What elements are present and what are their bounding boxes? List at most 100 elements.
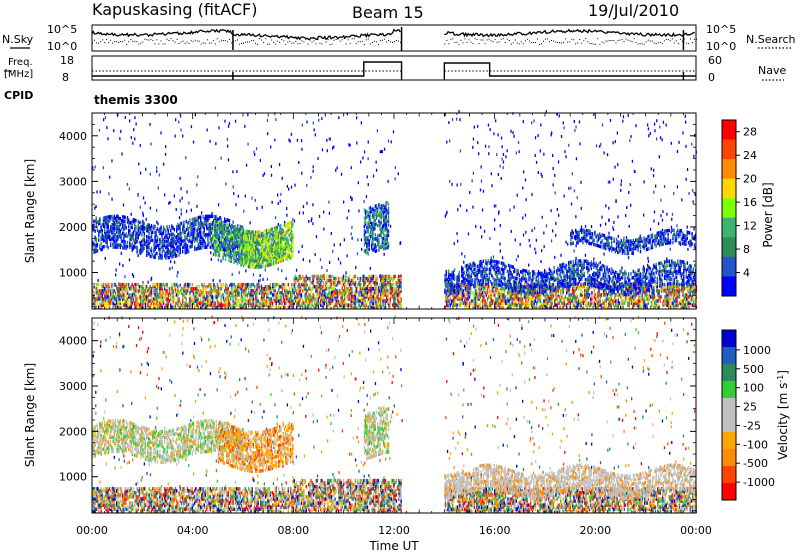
echo-cell	[149, 291, 151, 295]
echo-cell	[224, 119, 226, 123]
echo-cell	[102, 216, 105, 220]
echo-cell	[320, 287, 322, 291]
echo-cell	[122, 285, 124, 289]
echo-cell	[159, 248, 161, 252]
echo-cell	[509, 303, 511, 307]
echo-cell	[106, 217, 108, 222]
nsearch-dot	[132, 40, 134, 42]
echo-cell	[300, 282, 303, 287]
echo-cell	[106, 221, 108, 226]
echo-cell	[255, 289, 257, 293]
echo-cell	[616, 131, 618, 135]
echo-cell	[381, 297, 383, 301]
echo-cell	[668, 305, 670, 309]
echo-cell	[136, 250, 138, 254]
echo-cell	[100, 305, 102, 309]
echo-cell	[494, 227, 496, 231]
echo-cell	[586, 295, 588, 299]
echo-cell	[540, 172, 542, 176]
echo-cell	[464, 255, 466, 258]
echo-cell	[387, 280, 389, 285]
echo-cell	[194, 303, 196, 307]
echo-cell	[117, 305, 119, 309]
echo-cell	[341, 289, 343, 293]
echo-cell	[154, 237, 156, 241]
echo-cell	[467, 297, 469, 301]
echo-cell	[226, 295, 228, 299]
echo-cell	[197, 293, 199, 297]
echo-cell	[579, 301, 581, 305]
echo-cell	[497, 303, 499, 307]
echo-cell	[464, 301, 466, 305]
echo-cell	[112, 291, 114, 295]
echo-cell	[491, 301, 493, 305]
echo-cell	[299, 274, 301, 279]
echo-cell	[194, 301, 196, 305]
echo-cell	[218, 301, 220, 305]
echo-cell	[364, 291, 366, 295]
echo-cell	[489, 237, 491, 240]
echo-cell	[162, 227, 165, 231]
echo-cell	[369, 303, 371, 307]
echo-cell	[162, 282, 165, 287]
echo-cell	[380, 285, 382, 289]
echo-cell	[393, 293, 395, 297]
echo-cell	[668, 301, 670, 305]
echo-cell	[357, 299, 359, 303]
echo-cell	[122, 295, 124, 299]
echo-cell	[575, 295, 577, 299]
echo-cell	[119, 285, 121, 289]
echo-cell	[124, 275, 126, 279]
echo-cell	[130, 293, 132, 297]
echo-cell	[150, 250, 153, 255]
echo-cell	[527, 301, 529, 305]
nsearch-dot	[516, 42, 518, 44]
echo-cell	[476, 289, 478, 293]
echo-cell	[400, 303, 402, 307]
echo-cell	[260, 289, 262, 293]
echo-cell	[643, 213, 645, 217]
echo-cell	[502, 303, 504, 307]
echo-cell	[161, 231, 163, 236]
echo-cell	[519, 297, 521, 301]
echo-cell	[198, 293, 201, 297]
echo-cell	[210, 301, 213, 305]
echo-cell	[167, 293, 169, 297]
echo-cell	[480, 289, 483, 293]
echo-cell	[178, 285, 180, 289]
echo-cell	[141, 243, 143, 248]
echo-cell	[161, 256, 163, 260]
echo-cell	[340, 295, 342, 299]
echo-cell	[558, 213, 560, 217]
echo-cell	[384, 305, 387, 309]
echo-cell	[107, 221, 109, 225]
echo-cell	[625, 214, 627, 217]
echo-cell	[219, 279, 221, 283]
echo-cell	[172, 305, 174, 309]
echo-cell	[555, 297, 557, 301]
echo-cell	[111, 282, 113, 287]
echo-cell	[117, 287, 119, 291]
echo-cell	[464, 299, 466, 303]
echo-cell	[206, 128, 208, 132]
echo-cell	[177, 301, 179, 305]
echo-cell	[126, 240, 129, 245]
echo-cell	[338, 293, 340, 297]
echo-cell	[304, 295, 306, 299]
echo-cell	[198, 289, 201, 293]
echo-cell	[129, 233, 131, 237]
echo-cell	[396, 299, 399, 303]
echo-cell	[352, 276, 354, 281]
echo-cell	[348, 209, 350, 213]
echo-cell	[539, 299, 541, 303]
echo-cell	[534, 154, 536, 157]
echo-cell	[676, 293, 678, 297]
echo-cell	[113, 239, 115, 243]
echo-cell	[210, 291, 213, 295]
echo-cell	[143, 238, 145, 242]
echo-cell	[449, 303, 451, 307]
echo-cell	[350, 291, 352, 295]
echo-cell	[107, 229, 109, 234]
echo-cell	[630, 203, 632, 207]
echo-cell	[110, 227, 112, 231]
